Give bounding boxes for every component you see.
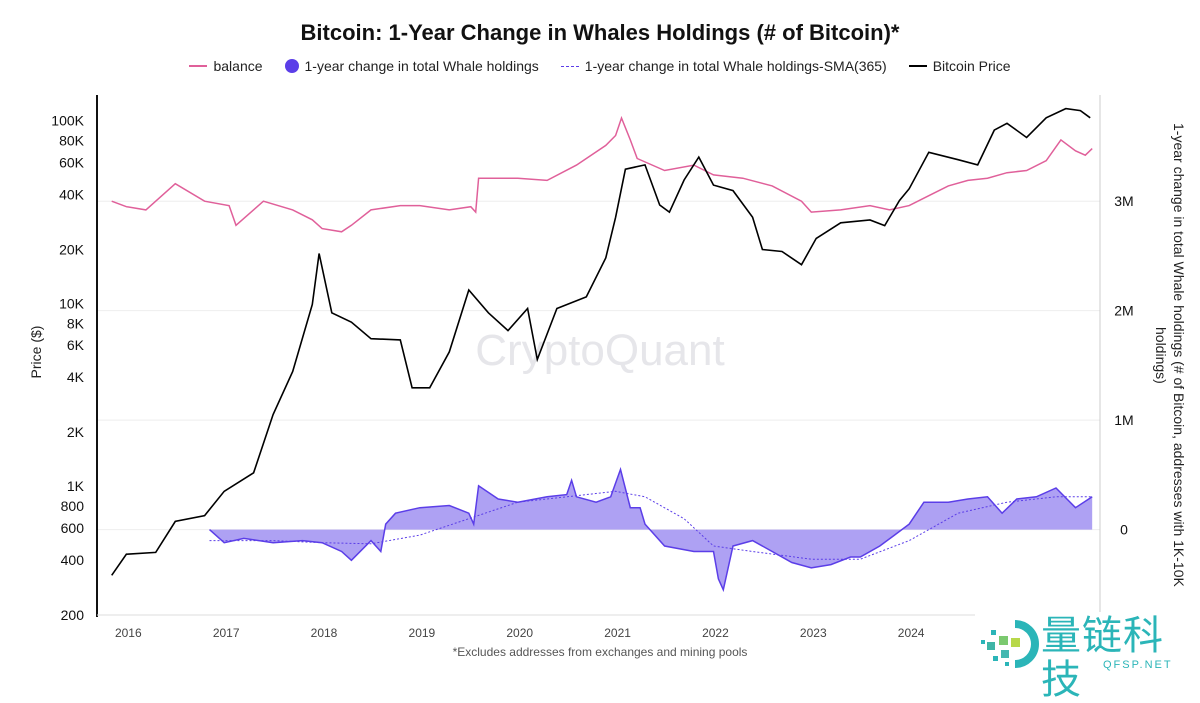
x-tick-label: 2023 bbox=[800, 626, 827, 640]
y-left-label: Price ($) bbox=[28, 326, 44, 379]
whale-change-area bbox=[209, 469, 1093, 590]
x-tick-label: 2019 bbox=[409, 626, 436, 640]
y-right-tick-label: 3M bbox=[1114, 193, 1133, 209]
logo: 量链科技 QFSP.NET bbox=[975, 612, 1200, 702]
y-left-tick-label: 80K bbox=[59, 133, 85, 149]
legend-swatch bbox=[284, 59, 299, 73]
logo-text: 量链科技 bbox=[1041, 613, 1164, 703]
x-tick-label: 2016 bbox=[115, 626, 142, 640]
x-tick-label: 2021 bbox=[604, 626, 631, 640]
x-tick-label: 2022 bbox=[702, 626, 729, 640]
legend-label: Bitcoin Price bbox=[932, 58, 1011, 74]
legend-swatch bbox=[560, 65, 579, 67]
y-left-tick-label: 60K bbox=[59, 154, 85, 170]
legend-label: 1-year change in total Whale holdings bbox=[304, 58, 539, 74]
x-tick-label: 2020 bbox=[506, 626, 533, 640]
y-left-tick-label: 8K bbox=[67, 315, 85, 331]
balance-line bbox=[111, 115, 1093, 233]
y-left-tick-label: 6K bbox=[67, 337, 85, 353]
chart-title: Bitcoin: 1-Year Change in Whales Holding… bbox=[300, 20, 900, 45]
y-left-tick-label: 20K bbox=[59, 241, 85, 257]
y-left-tick-label: 2K bbox=[67, 424, 85, 440]
y-left-tick-label: 100K bbox=[51, 113, 84, 129]
logo-mark-icon bbox=[981, 620, 1039, 668]
y-left-tick-label: 400 bbox=[61, 552, 85, 568]
legend-item-whale-sma[interactable]: 1-year change in total Whale holdings-SM… bbox=[560, 58, 887, 74]
legend-label: balance bbox=[213, 58, 263, 74]
whale-change-line bbox=[209, 466, 1093, 593]
legend-swatch bbox=[189, 65, 208, 67]
watermark: CryptoQuant bbox=[475, 326, 724, 375]
y-right-tick-label: 0 bbox=[1120, 522, 1128, 538]
y-left-tick-label: 200 bbox=[61, 607, 85, 623]
legend-item-balance[interactable]: balance bbox=[189, 58, 263, 74]
footnote: *Excludes addresses from exchanges and m… bbox=[452, 645, 748, 659]
x-tick-label: 2017 bbox=[213, 626, 240, 640]
chart-plot: CryptoQuant 100K 80K 60K 40K 20K 10K 8K 6K 4K 2K 1… bbox=[28, 95, 1134, 640]
y-right-label: 1-year change in total Whale holdings (#… bbox=[1153, 123, 1187, 587]
legend-swatch bbox=[908, 65, 927, 67]
y-right-tick-label: 1M bbox=[1114, 412, 1133, 428]
x-tick-label: 2018 bbox=[311, 626, 338, 640]
legend-item-whale-change[interactable]: 1-year change in total Whale holdings bbox=[284, 58, 539, 74]
y-left-tick-label: 40K bbox=[59, 186, 85, 202]
y-left-tick-label: 1K bbox=[67, 478, 85, 494]
legend: balance 1-year change in total Whale hol… bbox=[0, 58, 1200, 74]
whale-sma-line bbox=[209, 490, 1093, 560]
y-left-tick-label: 4K bbox=[67, 369, 85, 385]
x-tick-label: 2024 bbox=[898, 626, 925, 640]
y-left-tick-label: 800 bbox=[61, 498, 85, 514]
y-left-tick-label: 600 bbox=[61, 520, 85, 536]
legend-label: 1-year change in total Whale holdings-SM… bbox=[584, 58, 887, 74]
bitcoin-price-line bbox=[111, 107, 1091, 576]
legend-item-bitcoin-price[interactable]: Bitcoin Price bbox=[908, 58, 1011, 74]
logo-domain: QFSP.NET bbox=[1103, 659, 1173, 671]
y-left-tick-label: 10K bbox=[59, 295, 85, 311]
y-right-tick-label: 2M bbox=[1114, 303, 1133, 319]
